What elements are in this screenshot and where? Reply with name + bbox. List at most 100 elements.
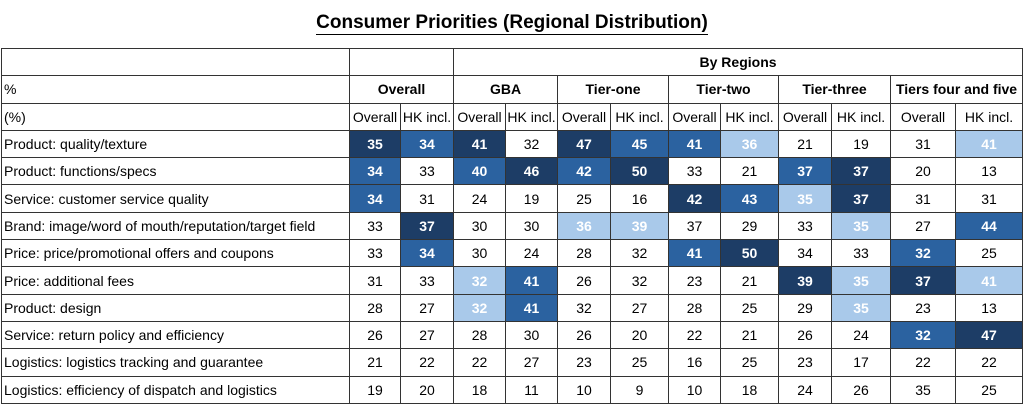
row-label: Service: customer service quality [1,184,350,213]
value-cell: 34 [349,184,401,213]
value-cell: 29 [778,293,832,322]
value-cell: 37 [778,157,832,186]
row-label: Brand: image/word of mouth/reputation/ta… [1,211,350,241]
value-cell: 22 [954,348,1024,377]
value-cell: 40 [453,157,506,186]
value-cell: 32 [505,129,558,159]
value-cell: 37 [831,157,891,186]
value-cell: 32 [610,266,669,295]
group-header: Tier-one [557,75,669,104]
value-cell: 34 [400,239,454,268]
value-cell: 19 [505,184,558,213]
subcolumn-header: Overall [349,102,401,131]
value-cell: 34 [778,239,832,268]
value-cell: 34 [400,129,454,159]
value-cell: 25 [720,293,779,322]
table-row: Logistics: efficiency of dispatch and lo… [1,375,1024,404]
value-cell: 10 [557,375,611,404]
value-cell: 18 [453,375,506,404]
value-cell: 27 [400,320,454,350]
value-cell: 17 [831,348,891,377]
table-row: Product: design 28 27 32 41 32 27 28 25 29 35 23 13 [1,293,1024,322]
value-cell: 47 [557,129,611,159]
value-cell: 22 [453,348,506,377]
value-cell: 33 [831,239,891,268]
value-cell: 30 [453,211,506,241]
value-cell: 21 [778,129,832,159]
value-cell: 21 [720,320,779,350]
value-cell: 11 [505,375,558,404]
value-cell: 33 [400,157,454,186]
value-cell: 25 [954,375,1024,404]
value-cell: 33 [349,211,401,241]
value-cell: 33 [400,266,454,295]
subcolumn-header: HK incl. [831,102,891,131]
row-label: Product: design [1,293,350,322]
value-cell: 36 [557,211,611,241]
value-cell: 27 [505,348,558,377]
value-cell: 27 [890,211,956,241]
value-cell: 23 [890,293,956,322]
value-cell: 19 [831,129,891,159]
value-cell: 37 [400,211,454,241]
table-row: Service: return policy and efficiency 26 2… [1,320,1024,350]
row-label: Logistics: logistics tracking and guaran… [1,348,350,377]
overall-empty [349,47,454,77]
value-cell: 46 [505,157,558,186]
value-cell: 24 [831,320,891,350]
value-cell: 47 [954,320,1024,350]
value-cell: 28 [349,293,401,322]
subcolumn-header: HK incl. [954,102,1024,131]
value-cell: 23 [778,348,832,377]
value-cell: 32 [890,239,956,268]
value-cell: 41 [505,293,558,322]
value-cell: 22 [400,348,454,377]
subcolumn-header: HK incl. [505,102,558,131]
table-row: Price: additional fees 31 33 32 41 26 32 23 21 39… [1,266,1024,295]
value-cell: 35 [778,184,832,213]
value-cell: 31 [349,266,401,295]
value-cell: 27 [400,293,454,322]
value-cell: 13 [954,157,1024,186]
percent-label: % [1,75,350,104]
value-cell: 22 [668,320,721,350]
value-cell: 35 [831,293,891,322]
value-cell: 45 [610,129,669,159]
value-cell: 26 [778,320,832,350]
priorities-table: By Regions % Overall GBA Tier-one Tier-two T… [1,47,1024,404]
value-cell: 41 [668,129,721,159]
table-row: Product: functions/specs 34 33 40 46 42 50 33 21… [1,157,1024,186]
value-cell: 32 [610,239,669,268]
by-regions-header: By Regions [452,47,1024,77]
value-cell: 39 [610,211,669,241]
header-row-2: % Overall GBA Tier-one Tier-two Tier-three Ti… [1,75,1024,104]
value-cell: 50 [720,239,779,268]
value-cell: 26 [557,320,611,350]
header-row-3: (%) Overall HK incl. Overall HK incl. Overal… [1,102,1024,131]
value-cell: 37 [890,266,956,295]
table-row: Logistics: logistics tracking and guaran… [1,348,1024,377]
value-cell: 32 [453,266,506,295]
value-cell: 32 [453,293,506,322]
value-cell: 33 [668,157,721,186]
value-cell: 19 [349,375,401,404]
group-header: Tiers four and five [889,75,1024,104]
value-cell: 28 [557,239,611,268]
value-cell: 41 [505,266,558,295]
table-row: Service: customer service quality 34 31 24 1… [1,184,1024,213]
row-label: Product: functions/specs [1,157,350,186]
value-cell: 26 [557,266,611,295]
value-cell: 24 [505,239,558,268]
value-cell: 13 [954,293,1024,322]
table-row: Product: quality/texture 35 34 41 32 47 45 41 36… [1,129,1024,159]
group-header: GBA [453,75,558,104]
value-cell: 26 [349,320,401,350]
value-cell: 20 [610,320,669,350]
value-cell: 31 [954,184,1024,213]
value-cell: 16 [668,348,721,377]
value-cell: 35 [890,375,956,404]
value-cell: 33 [778,211,832,241]
value-cell: 32 [557,293,611,322]
value-cell: 28 [453,320,506,350]
value-cell: 21 [720,157,779,186]
